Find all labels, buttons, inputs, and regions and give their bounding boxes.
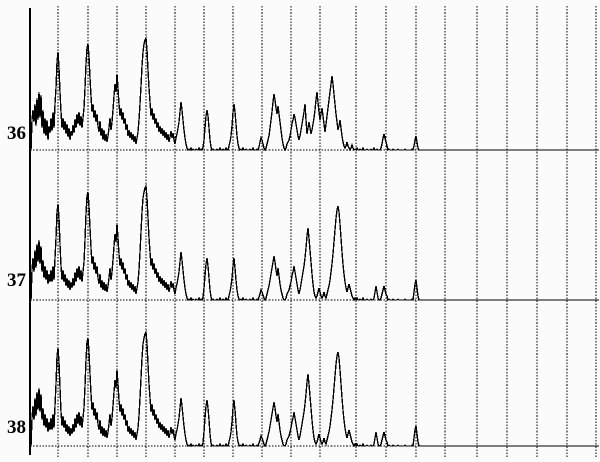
traces-group <box>30 35 599 448</box>
trace-line-38 <box>30 329 599 448</box>
row-label-36: 36 <box>7 123 26 144</box>
trace-line-37 <box>30 183 599 302</box>
row-label-37: 37 <box>7 270 26 291</box>
gridlines-group <box>57 6 597 458</box>
row-label-38: 38 <box>7 417 26 438</box>
baselines-group <box>30 149 600 447</box>
trace-line-36 <box>30 35 599 152</box>
